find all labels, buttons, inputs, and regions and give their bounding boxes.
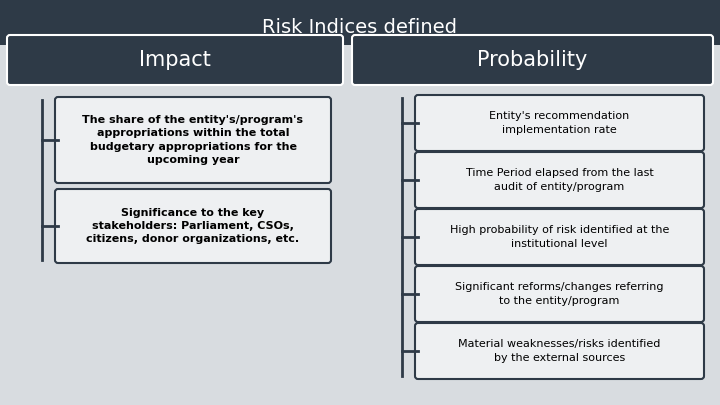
FancyBboxPatch shape (7, 35, 343, 85)
Text: Material weaknesses/risks identified
by the external sources: Material weaknesses/risks identified by … (459, 339, 661, 362)
FancyBboxPatch shape (55, 189, 331, 263)
Text: Time Period elapsed from the last
audit of entity/program: Time Period elapsed from the last audit … (466, 168, 653, 192)
Text: The share of the entity's/program's
appropriations within the total
budgetary ap: The share of the entity's/program's appr… (83, 115, 304, 165)
FancyBboxPatch shape (55, 97, 331, 183)
Bar (0, 45, 720, 405)
FancyBboxPatch shape (415, 95, 704, 151)
FancyBboxPatch shape (415, 209, 704, 265)
FancyBboxPatch shape (415, 323, 704, 379)
Text: Significant reforms/changes referring
to the entity/program: Significant reforms/changes referring to… (455, 282, 664, 306)
Text: High probability of risk identified at the
institutional level: High probability of risk identified at t… (450, 226, 669, 249)
FancyBboxPatch shape (415, 152, 704, 208)
FancyBboxPatch shape (352, 35, 713, 85)
FancyBboxPatch shape (415, 266, 704, 322)
Text: Impact: Impact (139, 50, 211, 70)
Text: Entity's recommendation
implementation rate: Entity's recommendation implementation r… (490, 111, 629, 134)
Text: Probability: Probability (477, 50, 588, 70)
Text: Significance to the key
stakeholders: Parliament, CSOs,
citizens, donor organiza: Significance to the key stakeholders: Pa… (86, 208, 300, 244)
Text: Risk Indices defined: Risk Indices defined (263, 18, 457, 37)
